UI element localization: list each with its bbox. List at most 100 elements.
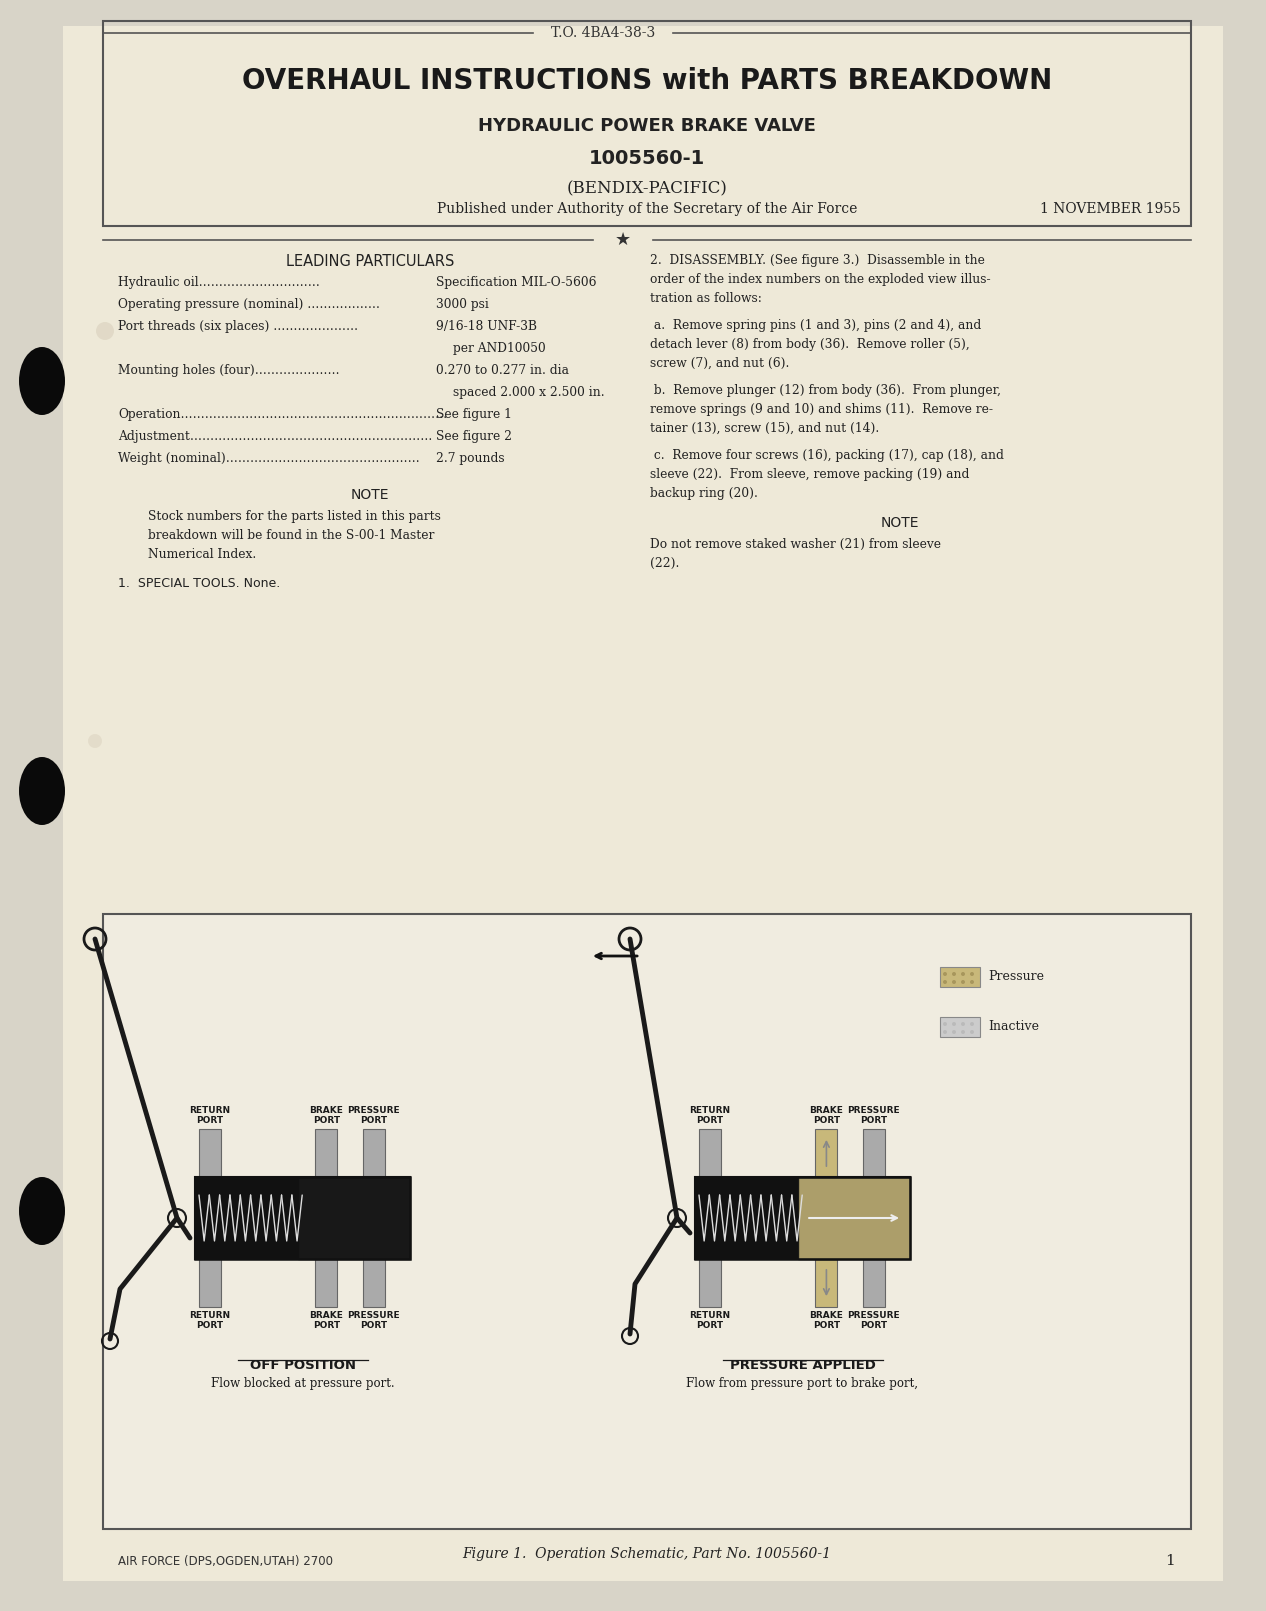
Ellipse shape: [19, 1178, 65, 1245]
Bar: [199, 1260, 222, 1307]
Text: Weight (nominal)…………………………………………: Weight (nominal)…………………………………………: [118, 453, 420, 466]
Text: Specification MIL-O-5606: Specification MIL-O-5606: [436, 275, 596, 288]
Text: b.  Remove plunger (12) from body (36).  From plunger,: b. Remove plunger (12) from body (36). F…: [649, 383, 1001, 396]
Circle shape: [952, 1021, 956, 1026]
Text: RETURN
PORT: RETURN PORT: [690, 1311, 730, 1331]
Circle shape: [970, 979, 974, 984]
Text: Operation…………………………………………………………: Operation…………………………………………………………: [118, 408, 447, 420]
Text: Stock numbers for the parts listed in this parts: Stock numbers for the parts listed in th…: [148, 511, 441, 524]
Circle shape: [943, 1029, 947, 1034]
Text: 0.270 to 0.277 in. dia: 0.270 to 0.277 in. dia: [436, 364, 568, 377]
Circle shape: [943, 1021, 947, 1026]
Text: BRAKE
PORT: BRAKE PORT: [809, 1311, 843, 1331]
Text: PRESSURE
PORT: PRESSURE PORT: [847, 1311, 900, 1331]
Text: remove springs (9 and 10) and shims (11).  Remove re-: remove springs (9 and 10) and shims (11)…: [649, 403, 993, 416]
Text: RETURN
PORT: RETURN PORT: [690, 1105, 730, 1124]
Text: 3000 psi: 3000 psi: [436, 298, 489, 311]
Text: OFF POSITION: OFF POSITION: [249, 1360, 356, 1373]
Circle shape: [943, 971, 947, 976]
Bar: [315, 1129, 338, 1178]
Bar: [699, 1129, 722, 1178]
Text: Figure 1.  Operation Schematic, Part No. 1005560-1: Figure 1. Operation Schematic, Part No. …: [462, 1547, 832, 1561]
Circle shape: [943, 979, 947, 984]
Bar: [939, 967, 980, 988]
Text: 9/16-18 UNF-3B: 9/16-18 UNF-3B: [436, 321, 537, 333]
Text: See figure 1: See figure 1: [436, 408, 511, 420]
Text: per AND10050: per AND10050: [453, 342, 546, 354]
Text: 2.  DISASSEMBLY. (See figure 3.)  Disassemble in the: 2. DISASSEMBLY. (See figure 3.) Disassem…: [649, 255, 985, 267]
Circle shape: [961, 971, 965, 976]
Circle shape: [961, 1021, 965, 1026]
Text: Flow blocked at pressure port.: Flow blocked at pressure port.: [210, 1377, 394, 1390]
Circle shape: [961, 979, 965, 984]
Text: Operating pressure (nominal) ………………: Operating pressure (nominal) ………………: [118, 298, 380, 311]
Circle shape: [96, 322, 114, 340]
Bar: [798, 1178, 910, 1260]
Text: PRESSURE
PORT: PRESSURE PORT: [847, 1105, 900, 1124]
Bar: [362, 1129, 385, 1178]
Text: LEADING PARTICULARS: LEADING PARTICULARS: [286, 255, 454, 269]
Bar: [862, 1129, 885, 1178]
Text: Adjustment……………………………………………………: Adjustment……………………………………………………: [118, 430, 433, 443]
Circle shape: [970, 1021, 974, 1026]
Ellipse shape: [19, 346, 65, 416]
Circle shape: [970, 1029, 974, 1034]
Text: a.  Remove spring pins (1 and 3), pins (2 and 4), and: a. Remove spring pins (1 and 3), pins (2…: [649, 319, 981, 332]
Text: backup ring (20).: backup ring (20).: [649, 487, 758, 499]
Circle shape: [961, 1029, 965, 1034]
Bar: [103, 21, 1191, 226]
Circle shape: [952, 1029, 956, 1034]
Text: NOTE: NOTE: [881, 516, 919, 530]
Text: PRESSURE
PORT: PRESSURE PORT: [347, 1311, 400, 1331]
Text: PRESSURE
PORT: PRESSURE PORT: [347, 1105, 400, 1124]
Bar: [815, 1260, 837, 1307]
Bar: [695, 1178, 910, 1260]
Circle shape: [104, 1046, 116, 1057]
Text: tainer (13), screw (15), and nut (14).: tainer (13), screw (15), and nut (14).: [649, 422, 880, 435]
Text: order of the index numbers on the exploded view illus-: order of the index numbers on the explod…: [649, 272, 990, 287]
Circle shape: [89, 735, 103, 748]
Text: BRAKE
PORT: BRAKE PORT: [309, 1311, 343, 1331]
Circle shape: [952, 979, 956, 984]
Text: 2.7 pounds: 2.7 pounds: [436, 453, 505, 466]
Text: tration as follows:: tration as follows:: [649, 292, 762, 304]
Text: PRESSURE APPLIED: PRESSURE APPLIED: [729, 1360, 875, 1373]
Text: Mounting holes (four)…………………: Mounting holes (four)…………………: [118, 364, 339, 377]
Text: Published under Authority of the Secretary of the Air Force: Published under Authority of the Secreta…: [437, 201, 857, 216]
Circle shape: [952, 971, 956, 976]
Text: RETURN
PORT: RETURN PORT: [190, 1311, 230, 1331]
Text: Flow from pressure port to brake port,: Flow from pressure port to brake port,: [686, 1377, 919, 1390]
Text: (BENDIX-PACIFIC): (BENDIX-PACIFIC): [567, 180, 728, 198]
Text: breakdown will be found in the S-00-1 Master: breakdown will be found in the S-00-1 Ma…: [148, 528, 434, 541]
Bar: [362, 1260, 385, 1307]
Text: BRAKE
PORT: BRAKE PORT: [309, 1105, 343, 1124]
Text: 1 NOVEMBER 1955: 1 NOVEMBER 1955: [1041, 201, 1181, 216]
Text: 1005560-1: 1005560-1: [589, 150, 705, 169]
Text: HYDRAULIC POWER BRAKE VALVE: HYDRAULIC POWER BRAKE VALVE: [479, 118, 817, 135]
Text: sleeve (22).  From sleeve, remove packing (19) and: sleeve (22). From sleeve, remove packing…: [649, 469, 970, 482]
Text: c.  Remove four screws (16), packing (17), cap (18), and: c. Remove four screws (16), packing (17)…: [649, 449, 1004, 462]
Bar: [815, 1129, 837, 1178]
Text: RETURN
PORT: RETURN PORT: [190, 1105, 230, 1124]
Text: Numerical Index.: Numerical Index.: [148, 548, 256, 561]
Bar: [695, 1178, 910, 1260]
Bar: [299, 1178, 410, 1260]
Bar: [103, 913, 1191, 1529]
Bar: [315, 1260, 338, 1307]
Text: spaced 2.000 x 2.500 in.: spaced 2.000 x 2.500 in.: [453, 387, 605, 400]
Bar: [939, 1017, 980, 1037]
Text: OVERHAUL INSTRUCTIONS with PARTS BREAKDOWN: OVERHAUL INSTRUCTIONS with PARTS BREAKDO…: [242, 68, 1052, 95]
Text: (22).: (22).: [649, 557, 680, 570]
Text: screw (7), and nut (6).: screw (7), and nut (6).: [649, 358, 790, 371]
Bar: [195, 1178, 410, 1260]
Text: NOTE: NOTE: [351, 488, 389, 503]
Text: ★: ★: [615, 230, 630, 250]
Text: BRAKE
PORT: BRAKE PORT: [809, 1105, 843, 1124]
Bar: [699, 1260, 722, 1307]
Ellipse shape: [19, 757, 65, 825]
Text: Inactive: Inactive: [987, 1020, 1039, 1034]
Text: detach lever (8) from body (36).  Remove roller (5),: detach lever (8) from body (36). Remove …: [649, 338, 970, 351]
Circle shape: [970, 971, 974, 976]
Text: Pressure: Pressure: [987, 970, 1044, 983]
Text: See figure 2: See figure 2: [436, 430, 511, 443]
